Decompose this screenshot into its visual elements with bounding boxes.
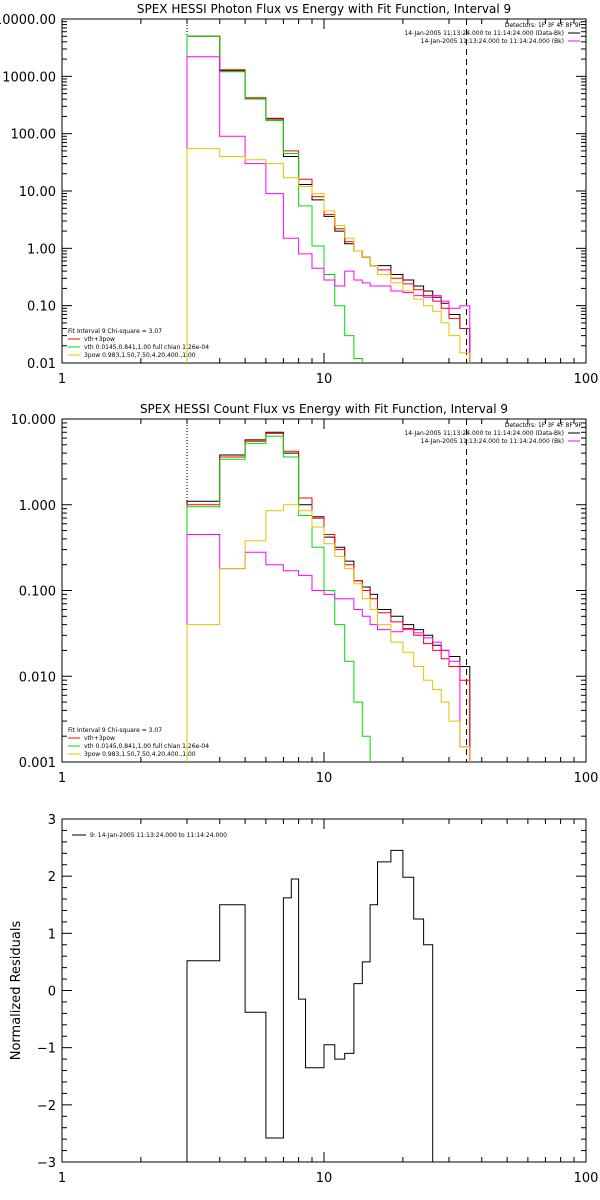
legend-left-entry: 3pow 0.983,1.50,7.50,4.20,400.,1.00: [84, 751, 196, 758]
y-tick-label: 3: [48, 813, 56, 828]
y-tick-label: 1.00: [27, 242, 56, 257]
legend-right-entry: 14-Jan-2005 11:13:24.000 to 11:14:24.000…: [421, 438, 564, 445]
y-tick-label: 0.100: [19, 585, 56, 600]
series-line-1: [186, 432, 471, 762]
series-line-2: [186, 435, 371, 762]
y-tick-label: 0.001: [19, 756, 56, 771]
series-line-0: [186, 431, 471, 762]
legend-right-entry: 14-Jan-2005 11:13:24.000 to 11:14:24.000…: [404, 430, 564, 437]
detectors-label: Detectors: 1F 3F 4F 8F 9F: [505, 22, 583, 29]
series-group: [186, 35, 471, 363]
y-tick-label: 2: [48, 870, 56, 885]
y-tick-label: 0.010: [19, 670, 56, 685]
y-tick-label: 0.10: [27, 300, 56, 315]
series-line-0: [186, 35, 471, 363]
y-tick-label: 1: [48, 927, 56, 942]
x-tick-label: 1: [58, 771, 66, 786]
series-group: [186, 431, 471, 762]
residuals-panel: 1 10 100 −3 −2 −1 0 1 2 3 Normalized Residuals 9: 1…: [9, 813, 598, 1186]
series-line-3: [186, 56, 471, 363]
legend-right-entry: 14-Jan-2005 11:13:24.000 to 11:14:24.000…: [404, 30, 564, 37]
legend-left-entry: 3pow 0.983,1.50,7.50,4.20,400.,1.00: [84, 352, 196, 359]
x-tick-label: 10: [316, 771, 333, 786]
plot-frame: [61, 18, 587, 364]
y-tick-label: 10.000: [11, 413, 57, 428]
y-tick-label: 1000.00: [2, 70, 56, 85]
y-tick-label: 100.00: [11, 128, 57, 143]
x-tick-label: 1: [58, 372, 66, 387]
count-flux-panel: SPEX HESSI Count Flux vs Energy with Fit…: [11, 402, 599, 786]
x-tick-label: 10: [316, 1171, 333, 1186]
fit-header: Fit Interval 9 Chi-square = 3.07: [68, 328, 162, 335]
legend-left-entry: vth 0.0145,0.841,1.00 full chian 1.26e-0…: [84, 743, 209, 750]
legend-left-entry: vth+3pow: [84, 735, 115, 742]
y-tick-label: 10.00: [19, 185, 56, 200]
detectors-label: Detectors: 1F 3F 4F 8F 9F: [505, 422, 583, 429]
series-line-3: [186, 534, 471, 762]
y-tick-label: −2: [37, 1099, 56, 1114]
legend-right-entry: 14-Jan-2005 11:13:24.000 to 11:14:24.000…: [421, 38, 564, 45]
series-line-4: [186, 504, 471, 762]
photon-flux-panel: SPEX HESSI Photon Flux vs Energy with Fi…: [0, 2, 598, 387]
chart-title: SPEX HESSI Count Flux vs Energy with Fit…: [140, 402, 508, 416]
fit-header: Fit Interval 9 Chi-square = 3.07: [68, 727, 162, 734]
y-tick-label: −3: [37, 1156, 56, 1171]
chart-title: SPEX HESSI Photon Flux vs Energy with Fi…: [137, 2, 511, 16]
y-tick-label: 10000.00: [0, 13, 56, 28]
legend-left-entry: vth+3pow: [84, 336, 115, 343]
series-line-2: [186, 35, 363, 363]
series-group: [186, 849, 434, 1162]
y-tick-label: 0: [48, 985, 56, 1000]
series-line-1: [186, 35, 471, 363]
series-line-0: [186, 849, 434, 1162]
y-tick-label: 0.01: [27, 357, 56, 372]
y-tick-label: −1: [37, 1042, 56, 1057]
y-axis-label: Normalized Residuals: [9, 921, 24, 1061]
x-tick-label: 10: [316, 372, 333, 387]
x-tick-label: 100: [574, 771, 599, 786]
series-line-4: [186, 148, 471, 363]
residual-legend-entry: 9: 14-Jan-2005 11:13:24.000 to 11:14:24.…: [90, 832, 227, 839]
plot-frame: [61, 818, 587, 1163]
y-tick-label: 1.000: [19, 499, 56, 514]
legend-left-entry: vth 0.0145,0.841,1.00 full chian 1.26e-0…: [84, 344, 209, 351]
x-tick-label: 100: [574, 372, 599, 387]
x-tick-label: 100: [574, 1171, 599, 1186]
x-tick-label: 1: [58, 1171, 66, 1186]
